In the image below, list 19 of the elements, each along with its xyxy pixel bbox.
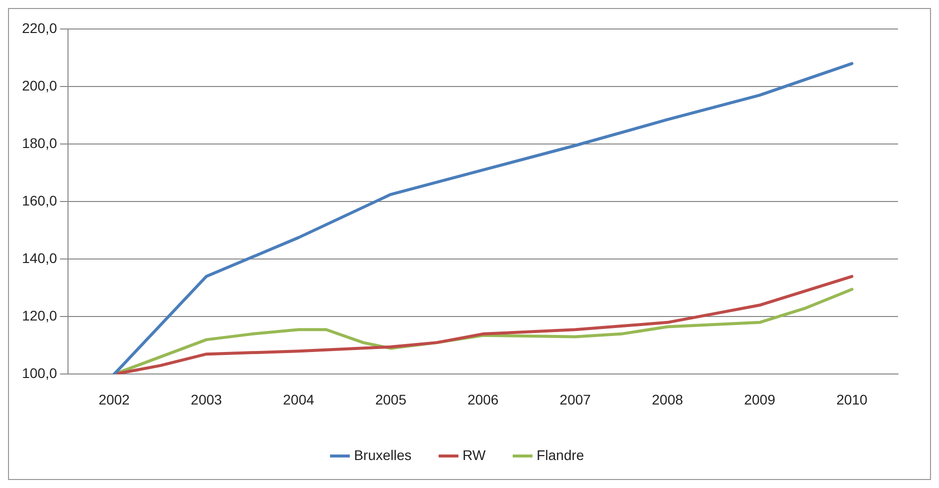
- x-tick-label: 2008: [652, 391, 684, 408]
- y-tick-label: 220,0: [22, 20, 58, 36]
- legend-label: RW: [462, 446, 486, 463]
- y-tick-label: 120,0: [22, 308, 58, 324]
- x-tick-label: 2003: [190, 391, 222, 408]
- y-tick-label: 160,0: [22, 192, 58, 208]
- x-tick-label: 2002: [98, 391, 130, 408]
- y-tick-label: 100,0: [22, 365, 58, 382]
- legend-label: Flandre: [536, 446, 584, 463]
- y-tick-label: 180,0: [22, 134, 58, 151]
- x-tick-label: 2004: [283, 391, 314, 408]
- x-tick-label: 2007: [560, 391, 592, 408]
- x-tick-label: 2009: [744, 391, 776, 408]
- x-tick-label: 2005: [375, 391, 407, 408]
- x-tick-label: 2010: [836, 391, 868, 408]
- y-tick-label: 200,0: [22, 77, 58, 94]
- legend-label: Bruxelles: [354, 446, 412, 463]
- x-tick-label: 2006: [467, 391, 499, 408]
- y-tick-label: 140,0: [22, 250, 58, 266]
